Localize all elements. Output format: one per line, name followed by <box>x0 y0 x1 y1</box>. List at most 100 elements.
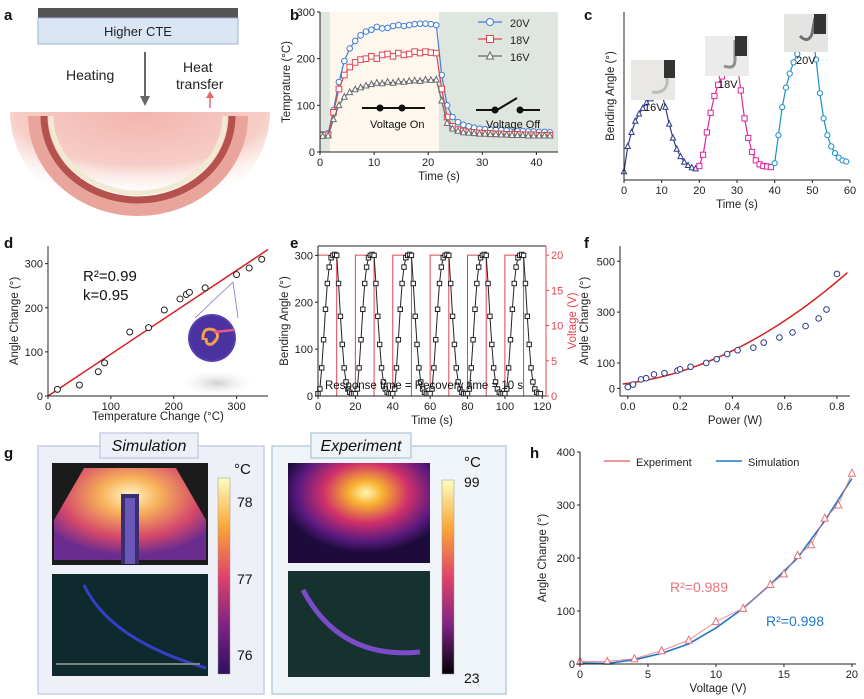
b-point-16V <box>384 77 392 85</box>
b-x-tick-label: 40 <box>530 157 542 169</box>
c-x-tick-label: 40 <box>769 185 781 197</box>
b-point-16V <box>454 126 462 134</box>
c-point-18V <box>737 87 744 94</box>
c-point-18V <box>715 81 722 88</box>
e-angle-point <box>352 390 359 397</box>
g-sim-curve <box>82 584 207 670</box>
g-exp-curve <box>300 588 421 656</box>
c-point-18V <box>752 157 759 164</box>
c-point-18V <box>707 109 714 116</box>
f-point <box>676 366 684 373</box>
heat-transfer-label-2: transfer <box>176 76 224 92</box>
d-point <box>233 271 241 279</box>
b-legend-label-18V: 18V <box>510 35 530 47</box>
c-photo-16v <box>631 60 675 100</box>
b-point-16V <box>320 131 327 139</box>
f-point <box>624 383 632 391</box>
e-angle-point <box>530 379 536 385</box>
e-angle-point <box>410 280 417 287</box>
d-point <box>53 385 61 393</box>
g-sim-title: Simulation <box>112 438 187 455</box>
b-point-16V <box>508 130 516 138</box>
e-angle-point <box>401 264 407 270</box>
b-point-20V <box>362 28 370 35</box>
g-sim-unit: °C <box>234 461 251 478</box>
h-legend-label-simulation: Simulation <box>748 457 799 469</box>
e-angle-point <box>395 337 402 343</box>
e-angle-point <box>354 386 360 392</box>
b-point-18V <box>416 49 424 57</box>
e-angle-point <box>492 379 499 385</box>
e-angle-point <box>524 313 531 320</box>
d-x-axis-label: Temperature Change (°C) <box>92 411 224 423</box>
b-point-16V <box>416 76 424 84</box>
h-x-tick-label: 0 <box>577 669 583 681</box>
panel-label-c: c <box>584 7 592 24</box>
g-exp-tick-23: 23 <box>464 670 480 686</box>
f-point <box>815 315 822 322</box>
b-point-16V <box>421 75 430 83</box>
e-x-tick-label: 80 <box>461 401 473 413</box>
e-angle-point <box>470 337 476 343</box>
e-angle-point <box>483 252 489 259</box>
d-inset-connector-2 <box>232 281 239 319</box>
b-point-16V <box>503 130 511 138</box>
e-angle-point <box>502 390 508 397</box>
c-x-tick-label: 10 <box>656 185 668 197</box>
b-switch-off <box>476 97 540 114</box>
e-angle-point <box>320 337 327 343</box>
b-x-tick-label: 10 <box>368 157 380 169</box>
c-x-tick-label: 0 <box>621 185 627 197</box>
g-exp-tick-99: 99 <box>464 474 480 490</box>
h-y-tick-label: 400 <box>557 447 575 459</box>
b-point-16V <box>486 129 494 138</box>
h-experiment-point <box>711 616 721 626</box>
b-point-20V <box>357 32 364 39</box>
c-point-16V <box>665 119 673 127</box>
c-point-16V <box>677 152 684 160</box>
h-experiment-point <box>793 550 802 559</box>
b-point-16V <box>524 131 532 139</box>
b-point-18V <box>427 49 435 56</box>
b-point-20V <box>351 37 359 45</box>
b-point-16V <box>378 78 386 87</box>
h-y-tick-label: 300 <box>557 500 575 512</box>
f-point <box>776 334 783 341</box>
e-y2-axis-label: Voltage (V) <box>567 292 579 349</box>
b-point-16V <box>411 76 419 84</box>
c-point-16V <box>680 157 688 165</box>
d-point <box>101 359 109 367</box>
e-angle-point <box>446 252 452 259</box>
cte-label: Higher CTE <box>104 24 172 39</box>
h-experiment-point <box>779 568 789 578</box>
f-point <box>702 359 710 367</box>
panel-label-f: f <box>584 235 590 252</box>
g-sim-tick-77: 77 <box>237 571 253 587</box>
d-x-tick-label: 0 <box>45 401 51 413</box>
e-angle-point <box>504 386 510 392</box>
b-point-16V <box>443 118 451 126</box>
f-y-tick-label: 0 <box>609 383 615 395</box>
c-point-20V <box>824 132 831 139</box>
b-point-16V <box>373 78 381 86</box>
panel-label-e: e <box>290 235 298 252</box>
e-angle-point <box>360 306 366 312</box>
h-x-axis-label: Voltage (V) <box>690 683 747 695</box>
b-legend-marker-18V <box>486 35 494 43</box>
d-y-tick-label: 100 <box>25 347 43 359</box>
e-voltage-line <box>317 254 543 397</box>
e-angle-point <box>474 280 480 287</box>
b-point-20V <box>341 57 348 65</box>
g-sim-colorbar <box>217 477 231 675</box>
b-y-tick-label: 100 <box>297 100 315 112</box>
h-y-axis-label: Angle Change (°) <box>537 514 549 603</box>
e-angle-point <box>451 341 458 348</box>
g-exp-title-box <box>310 432 412 459</box>
h-experiment-point <box>738 603 748 612</box>
e-angle-point <box>490 365 497 371</box>
e-x-tick-label: 60 <box>424 401 436 413</box>
c-x-axis-label: Time (s) <box>716 199 758 211</box>
g-sim-tick-76: 76 <box>237 647 253 663</box>
f-x-tick-label: 0.2 <box>672 401 687 413</box>
b-point-16V <box>432 75 440 83</box>
